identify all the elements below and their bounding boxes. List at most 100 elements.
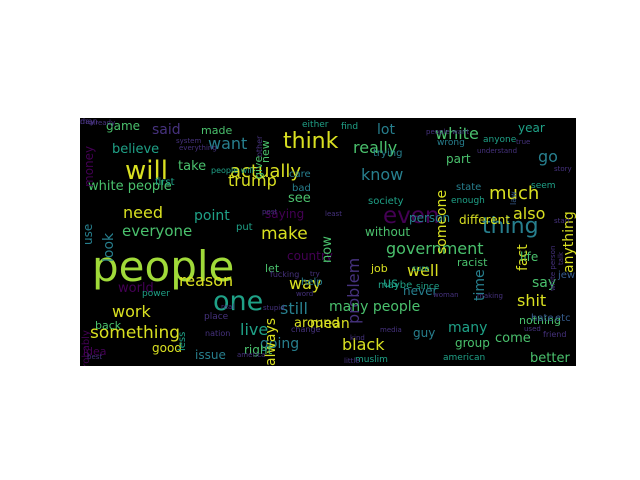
cloud-word: friend [543, 330, 567, 339]
cloud-word: trying [373, 148, 403, 159]
cloud-word: change [291, 325, 321, 334]
cloud-word: game [106, 119, 141, 133]
cloud-word: enough [451, 196, 485, 206]
cloud-word: first [155, 177, 175, 188]
cloud-word: think [283, 129, 339, 154]
cloud-word: many [448, 320, 488, 336]
cloud-word: something [90, 323, 181, 343]
cloud-word: person [409, 211, 451, 225]
cloud-word: put [236, 222, 253, 233]
cloud-word: let [265, 262, 280, 275]
cloud-word: lot [377, 122, 395, 138]
cloud-word: white people [88, 179, 172, 194]
cloud-word: understand [477, 147, 518, 155]
cloud-word: find [341, 122, 359, 132]
cloud-word: made [201, 124, 233, 137]
cloud-word: want [208, 134, 248, 153]
cloud-word: now [320, 236, 335, 264]
cloud-word: good [152, 341, 182, 355]
cloud-word: well [407, 261, 439, 280]
cloud-word: best [87, 353, 103, 361]
cloud-word: people want [426, 128, 470, 136]
cloud-word: really [353, 138, 398, 157]
cloud-word: wrong [437, 138, 465, 148]
cloud-word: money [82, 146, 96, 188]
cloud-word: shit [517, 291, 547, 310]
cloud-word: actually [230, 161, 302, 182]
cloud-word: state [456, 182, 482, 193]
cloud-word: other [255, 135, 264, 157]
cloud-word: power [142, 289, 170, 299]
cloud-word: kind [350, 334, 365, 342]
cloud-word: american [443, 353, 486, 363]
cloud-word: believe [112, 142, 160, 157]
cloud-word: muslim [355, 355, 388, 365]
cloud-word: idea [83, 345, 107, 358]
cloud-word: law [509, 191, 518, 205]
cloud-word: making [477, 292, 503, 300]
cloud-word: never [403, 284, 438, 298]
cloud-word: least [325, 210, 342, 218]
cloud-word: fucking [270, 270, 300, 279]
cloud-word: black [342, 335, 385, 354]
cloud-word: one [213, 286, 264, 317]
cloud-word: jew [558, 270, 576, 281]
cloud-word: always [263, 318, 279, 366]
cloud-word: word [296, 290, 314, 298]
cloud-word: racist [457, 256, 488, 269]
cloud-word: real [221, 303, 235, 311]
cloud-word: use [81, 224, 95, 246]
cloud-word: try [310, 270, 320, 278]
cloud-word: care [289, 169, 311, 180]
cloud-word: thing [482, 214, 539, 239]
cloud-word: point [194, 208, 230, 224]
cloud-word: either [302, 120, 329, 130]
cloud-word: say [532, 275, 557, 291]
cloud-word: white person [549, 245, 557, 292]
cloud-word: less [177, 331, 188, 351]
cloud-word: give [252, 155, 265, 180]
cloud-word: even [383, 203, 440, 229]
cloud-word: will [125, 156, 168, 186]
cloud-word: place [204, 312, 229, 322]
cloud-word: different [459, 213, 510, 227]
cloud-word: right [244, 343, 273, 357]
cloud-word: woman [433, 291, 459, 299]
cloud-word: everyone [122, 222, 193, 240]
cloud-word: look [101, 232, 117, 262]
cloud-word: still [280, 299, 308, 318]
cloud-word: used [524, 325, 541, 333]
cloud-word: talk [557, 252, 565, 266]
cloud-word: bad [292, 183, 311, 194]
cloud-word: many people [329, 299, 421, 315]
cloud-word: without [365, 225, 411, 239]
cloud-word: issue [195, 348, 226, 362]
cloud-word: world [118, 281, 154, 296]
cloud-word: hate [531, 313, 554, 324]
cloud-word: story [554, 165, 572, 173]
cloud-word: etc [555, 313, 571, 324]
cloud-word: maybe [378, 280, 413, 291]
cloud-word: country [287, 249, 333, 263]
cloud-word: true [516, 138, 531, 146]
cloud-word: already [89, 119, 116, 127]
cloud-word: work [112, 302, 151, 321]
cloud-word: better [530, 351, 570, 366]
cloud-word: seem [531, 181, 556, 191]
cloud-word: nothing [519, 314, 561, 327]
cloud-word: saying [265, 207, 305, 221]
cloud-word: us [383, 276, 399, 291]
cloud-word: trump [228, 171, 277, 190]
cloud-word: know [361, 165, 404, 184]
cloud-word: media [380, 326, 402, 334]
cloud-word: take [178, 159, 207, 174]
cloud-word: make [261, 224, 308, 244]
cloud-word: people will [211, 166, 254, 175]
cloud-word: also [513, 204, 546, 223]
cloud-word: america [237, 351, 266, 359]
cloud-word: life [520, 250, 539, 264]
cloud-word: live [240, 320, 269, 339]
cloud-word: guy [413, 326, 436, 340]
cloud-word: way [289, 274, 322, 293]
cloud-word: people [92, 242, 235, 291]
